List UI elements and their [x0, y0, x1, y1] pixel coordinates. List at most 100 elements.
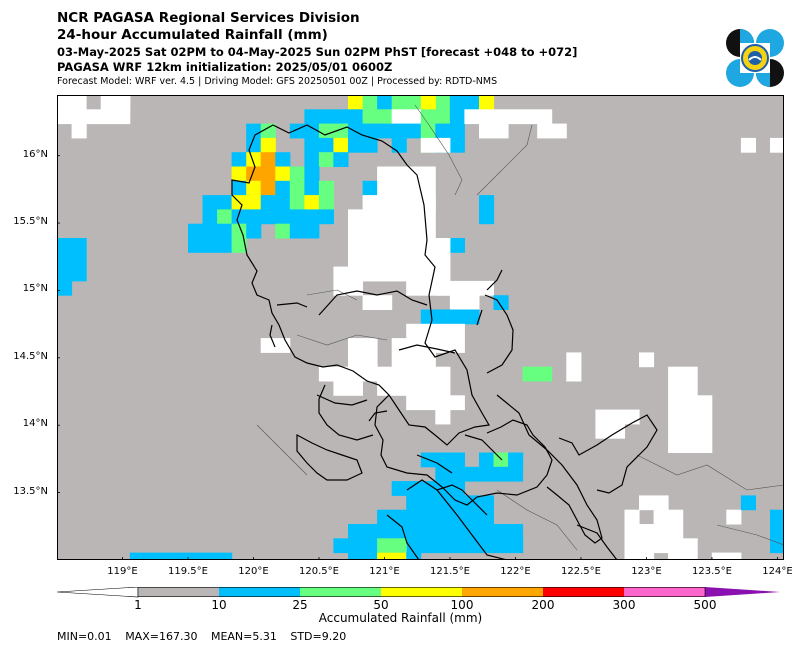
title-division: NCR PAGASA Regional Services Division [57, 10, 360, 26]
stat-std: STD=9.20 [290, 630, 347, 643]
title-model-info: Forecast Model: WRF ver. 4.5 | Driving M… [57, 76, 498, 87]
lon-tick-label: 120°E [238, 566, 269, 577]
lon-tick-label: 119°E [107, 566, 138, 577]
rain-cell [231, 209, 247, 225]
rain-cell [522, 366, 553, 382]
rain-cell [377, 509, 494, 525]
rain-cell [435, 123, 465, 139]
colorbar-tick-label: 50 [373, 598, 388, 611]
title-product: 24-hour Accumulated Rainfall (mm) [57, 27, 328, 43]
rain-cell [275, 209, 334, 225]
rain-cell [377, 123, 422, 139]
rain-cell [260, 195, 291, 210]
rain-cell [420, 452, 451, 468]
rain-cell [740, 495, 756, 511]
rain-cell [318, 195, 334, 210]
rain-cell [420, 137, 451, 153]
rain-cell [420, 309, 480, 325]
rain-cell [348, 137, 378, 153]
rain-cell [348, 209, 436, 239]
rain-cell [304, 152, 320, 167]
rain-cell [275, 166, 291, 182]
colorbar-tick-label: 25 [292, 598, 307, 611]
rain-cell [289, 180, 305, 196]
rain-cell [304, 109, 364, 125]
rain-cell [348, 238, 451, 268]
rain-cell [246, 180, 262, 196]
rain-cell [449, 238, 465, 253]
rain-cell [318, 123, 349, 139]
rain-cell [668, 366, 698, 396]
lon-tick-label: 119.5°E [168, 566, 208, 577]
rain-cell [289, 223, 320, 239]
rain-cell [304, 166, 320, 182]
rain-cell [57, 95, 87, 125]
stat-mean: MEAN=5.31 [210, 630, 277, 643]
lat-tick-label: 15°N [22, 283, 48, 295]
rain-cell [260, 137, 276, 153]
colorbar: 1 10 25 50 100 200 300 500 [56, 587, 780, 611]
rain-cell [260, 338, 291, 353]
rain-cell [362, 295, 393, 310]
colorbar-segment [219, 587, 300, 597]
rain-cell [508, 452, 524, 468]
stat-min: MIN=0.01 [57, 630, 112, 643]
rain-cell [129, 552, 233, 560]
lon-tick-label: 123°E [631, 566, 662, 577]
rain-cell [493, 295, 509, 310]
rain-cell [260, 166, 276, 182]
pagasa-logo-icon [726, 29, 784, 87]
rain-cell [115, 95, 131, 110]
rain-cell [770, 509, 784, 525]
colorbar-label: Accumulated Rainfall (mm) [318, 611, 483, 625]
rain-cell [188, 238, 233, 253]
rain-cell [493, 452, 509, 468]
coastlines [231, 124, 658, 560]
latitude-ticks [57, 155, 60, 494]
lon-tick-label: 124°E [762, 566, 793, 577]
rain-cell [275, 223, 291, 239]
rain-cell [566, 352, 582, 368]
rain-cell [348, 95, 364, 110]
rain-cell [217, 209, 233, 225]
rain-cell [318, 180, 334, 196]
rain-cell [449, 295, 480, 310]
rain-cell [479, 95, 495, 110]
title-valid-period: 03-May-2025 Sat 02PM to 04-May-2025 Sun … [57, 45, 578, 59]
title-initialization: PAGASA WRF 12km initialization: 2025/05/… [57, 60, 393, 74]
lat-tick-label: 14°N [22, 418, 48, 430]
longitude-ticks [122, 557, 778, 560]
rain-cell [348, 524, 524, 539]
rain-cell [362, 180, 378, 196]
colorbar-extend-low [56, 587, 139, 598]
rain-cell [377, 538, 407, 554]
colorbar-segment [624, 587, 705, 597]
colorbar-extend-high [705, 587, 780, 597]
rain-cell [377, 552, 407, 560]
rain-cell [289, 195, 305, 210]
colorbar-tick-label: 100 [451, 598, 474, 611]
rain-cell [71, 238, 87, 282]
rain-cell [202, 209, 218, 225]
rain-cell [420, 95, 436, 110]
colorbar-tick-label: 300 [613, 598, 636, 611]
rain-cell [260, 152, 276, 167]
rain-cell [420, 123, 436, 139]
rain-cell [420, 538, 524, 554]
rain-cell [770, 524, 784, 554]
rain-cell [668, 538, 698, 560]
rain-cell [711, 552, 742, 560]
rain-cell [231, 166, 247, 182]
rain-cell [639, 352, 655, 368]
lon-tick-label: 122°E [500, 566, 531, 577]
rain-cell [537, 123, 567, 139]
rain-cell [362, 266, 451, 282]
rain-cell [740, 137, 756, 153]
colorbar-tick-label: 10 [211, 598, 226, 611]
colorbar-tick-label: 1 [134, 598, 142, 611]
rain-cell [391, 338, 436, 368]
rain-cell [391, 109, 422, 125]
rain-cell [246, 123, 262, 139]
lon-tick-label: 122.5°E [560, 566, 601, 577]
lat-tick-label: 14.5°N [13, 350, 48, 362]
